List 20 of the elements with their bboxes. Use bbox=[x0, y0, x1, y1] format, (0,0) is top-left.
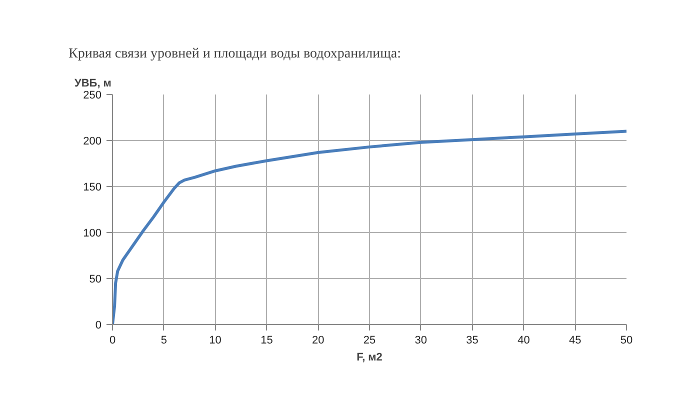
x-tick-label: 20 bbox=[312, 334, 324, 346]
x-axis-title: F, м2 bbox=[356, 352, 382, 364]
x-tick-label: 5 bbox=[160, 334, 167, 346]
y-axis-title: УВБ, м bbox=[74, 78, 112, 90]
x-tick-label: 0 bbox=[109, 334, 116, 346]
y-tick-label: 150 bbox=[83, 182, 102, 194]
chart-title: Кривая связи уровней и площади воды водохранилища: bbox=[68, 46, 401, 62]
y-tick-label: 50 bbox=[89, 274, 102, 286]
y-tick-label: 100 bbox=[83, 228, 102, 240]
x-tick-label: 30 bbox=[414, 334, 428, 346]
x-tick-label: 50 bbox=[620, 334, 633, 346]
x-tick-label: 35 bbox=[466, 334, 478, 346]
y-tick-label: 200 bbox=[83, 136, 102, 148]
y-tick-label: 0 bbox=[95, 320, 102, 332]
y-tick-label: 250 bbox=[83, 90, 102, 102]
x-tick-label: 40 bbox=[518, 334, 530, 346]
x-tick-label: 10 bbox=[209, 334, 222, 346]
x-tick-label: 45 bbox=[568, 334, 582, 346]
x-tick-label: 15 bbox=[260, 334, 273, 346]
x-tick-label: 25 bbox=[363, 334, 376, 346]
